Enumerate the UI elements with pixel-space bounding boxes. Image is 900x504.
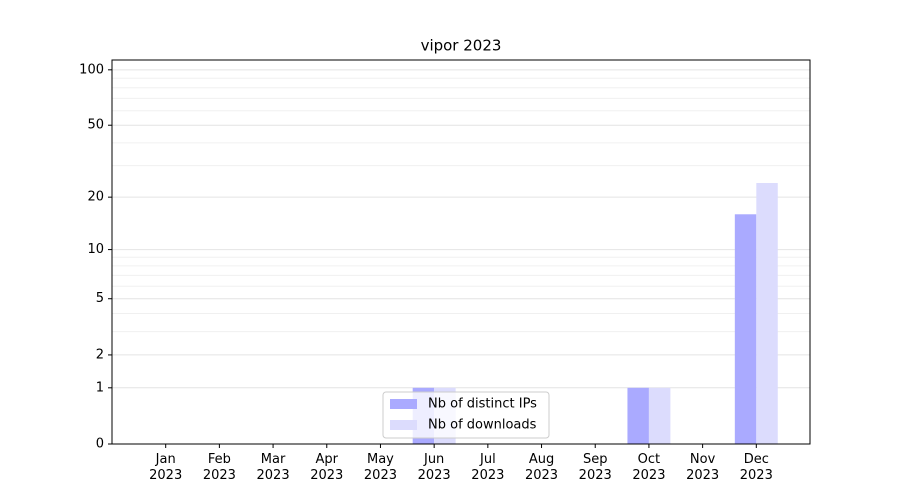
x-tick-label-box: Jan 2023 [149,452,183,483]
x-tick-label: Feb 2023 [202,452,236,483]
x-tick-label-box: Jun 2023 [417,452,451,483]
y-tick-label: 10 [87,242,104,257]
x-tick-label-box: Feb 2023 [202,452,236,483]
y-tick-label: 100 [79,62,104,77]
x-tick-label: Oct 2023 [632,452,666,483]
x-tick-label: Apr 2023 [310,452,344,483]
bar [756,183,778,445]
y-tick-label: 2 [96,347,104,362]
x-tick-label-box: Apr 2023 [310,452,344,483]
x-tick-label: Mar 2023 [256,452,290,483]
y-tick-label: 20 [87,190,104,205]
x-tick-label: Nov 2023 [686,452,720,483]
x-tick-label-box: Jul 2023 [471,452,505,483]
x-tick-label-box: Dec 2023 [739,452,773,483]
y-tick-label: 5 [96,291,104,306]
x-tick-label-box: May 2023 [363,452,397,483]
x-tick-label: Dec 2023 [739,452,773,483]
legend-label: Nb of distinct IPs [428,397,537,412]
x-tick-label-box: Oct 2023 [632,452,666,483]
x-tick-label-box: Mar 2023 [256,452,290,483]
bar [648,387,671,444]
x-tick-label: Jan 2023 [149,452,183,483]
y-tick-label: 1 [96,380,104,395]
x-tick-label: Aug 2023 [524,452,559,483]
legend-label: Nb of downloads [428,418,537,433]
legend-swatch [390,420,417,430]
x-tick-label-box: Sep 2023 [578,452,612,483]
chart-title: vipor 2023 [421,37,502,55]
bar [627,387,649,444]
y-tick-label: 0 [96,437,104,452]
legend-swatch [390,399,417,409]
x-tick-label-box: Nov 2023 [686,452,720,483]
x-tick-label: Jul 2023 [471,452,505,483]
axes-frame [111,59,811,445]
x-tick-label: Sep 2023 [578,452,612,483]
legend-box [382,391,550,439]
x-tick-label: May 2023 [363,452,397,483]
bar [734,214,757,444]
x-tick-label: Jun 2023 [417,452,451,483]
y-tick-label: 50 [87,118,104,133]
x-tick-label-box: Aug 2023 [524,452,559,483]
